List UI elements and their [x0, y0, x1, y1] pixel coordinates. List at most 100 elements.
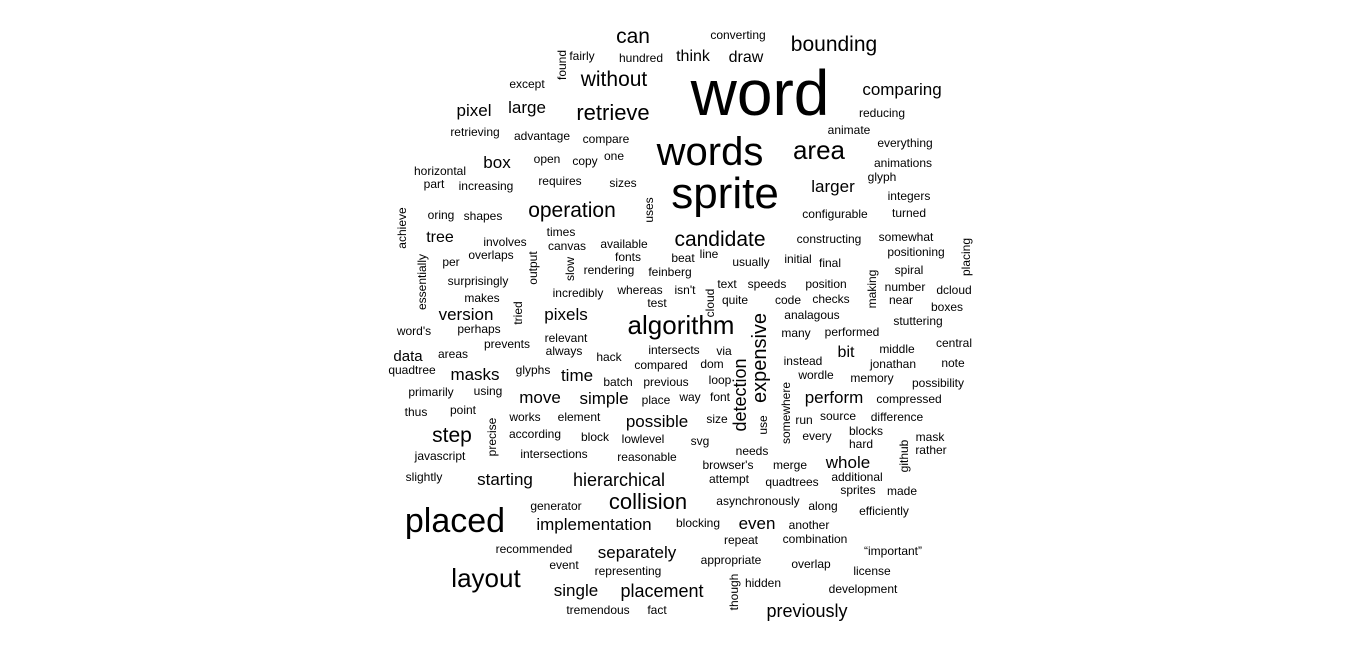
word-hidden: hidden [745, 576, 781, 590]
word-use: use [756, 415, 770, 435]
word-batch: batch [603, 375, 632, 389]
word-hack: hack [596, 350, 622, 364]
word-converting: converting [710, 28, 765, 42]
word-number: number [885, 280, 926, 294]
word-reducing: reducing [859, 106, 905, 120]
word-primarily: primarily [408, 385, 453, 399]
word-bit: bit [838, 344, 855, 361]
word-always: always [546, 344, 583, 358]
word-font: font [710, 390, 731, 404]
word-time: time [561, 366, 593, 385]
word-block: block [581, 430, 610, 444]
word-reasonable: reasonable [617, 450, 677, 464]
word-placing: placing [959, 238, 973, 276]
word-precise: precise [485, 417, 499, 456]
word-possibility: possibility [912, 376, 964, 390]
word-even: even [739, 514, 776, 533]
word-sprites: sprites [840, 483, 875, 497]
word-fonts: fonts [615, 250, 641, 264]
word-hierarchical: hierarchical [573, 470, 665, 490]
word-efficiently: efficiently [859, 504, 909, 518]
word-canvas: canvas [548, 239, 586, 253]
word-using: using [474, 384, 503, 398]
word-slightly: slightly [406, 470, 443, 484]
word-layout: layout [451, 563, 521, 593]
word-animate: animate [828, 123, 871, 137]
word-area: area [793, 135, 846, 165]
word-according: according [509, 427, 561, 441]
word-blocking: blocking [676, 516, 720, 530]
word-whereas: whereas [616, 283, 662, 297]
word-speeds: speeds [748, 277, 787, 291]
word-run: run [795, 413, 812, 427]
word-shapes: shapes [464, 209, 503, 223]
word-word: word [690, 57, 830, 129]
word-event: event [549, 558, 579, 572]
word-combination: combination [783, 532, 848, 546]
word-dom: dom [700, 357, 723, 371]
word-isn-t: isn't [675, 283, 697, 297]
word-previous: previous [643, 375, 688, 389]
word-pixel: pixel [457, 101, 492, 120]
word-point: point [450, 403, 477, 417]
word-integers: integers [888, 189, 931, 203]
word-feinberg: feinberg [648, 265, 691, 279]
word-making: making [865, 270, 879, 309]
word-quite: quite [722, 293, 748, 307]
word-position: position [805, 277, 846, 291]
word-tried: tried [511, 301, 525, 324]
word-lowlevel: lowlevel [622, 432, 665, 446]
word-near: near [889, 293, 913, 307]
word-element: element [558, 410, 601, 424]
word-involves: involves [483, 235, 526, 249]
word-compared: compared [634, 358, 687, 372]
word-can: can [616, 25, 650, 48]
word-middle: middle [879, 342, 915, 356]
word-recommended: recommended [496, 542, 573, 556]
word-candidate: candidate [674, 228, 765, 251]
word-open: open [534, 152, 561, 166]
word-placement: placement [620, 581, 703, 601]
word-copy: copy [572, 154, 597, 168]
word-cloud: cloud [703, 289, 717, 318]
word-simple: simple [579, 389, 628, 408]
word-data: data [393, 348, 423, 365]
word-text: text [717, 277, 737, 291]
word-rendering: rendering [584, 263, 635, 277]
word-everything: everything [877, 136, 932, 150]
word-sizes: sizes [609, 176, 636, 190]
word-license: license [853, 564, 891, 578]
word-requires: requires [538, 174, 581, 188]
word-version: version [439, 305, 494, 324]
word-rather: rather [915, 443, 946, 457]
word-tree: tree [426, 229, 454, 246]
word-attempt: attempt [709, 472, 750, 486]
word-words: words [656, 130, 764, 174]
word-per: per [442, 255, 459, 269]
word-compressed: compressed [876, 392, 941, 406]
word-retrieving: retrieving [450, 125, 499, 139]
word-thus: thus [405, 405, 428, 419]
word-place: place [642, 393, 671, 407]
word-code: code [775, 293, 801, 307]
word-larger: larger [811, 177, 855, 196]
word-note: note [941, 356, 965, 370]
word-instead: instead [784, 354, 823, 368]
word-output: output [526, 251, 540, 285]
word-browser-s: browser's [703, 458, 754, 472]
word-detection: detection [730, 358, 750, 431]
word-glyph: glyph [868, 170, 897, 184]
word-sprite: sprite [671, 169, 779, 218]
word-areas: areas [438, 347, 468, 361]
word-found: found [555, 50, 569, 80]
word-placed: placed [405, 502, 505, 540]
word-jonathan: jonathan [869, 357, 916, 371]
word-fact: fact [647, 603, 667, 617]
word-appropriate: appropriate [701, 553, 762, 567]
word-previously: previously [766, 601, 847, 621]
word-achieve: achieve [395, 207, 409, 249]
word-stuttering: stuttering [893, 314, 942, 328]
word-development: development [829, 582, 898, 596]
word-possible: possible [626, 412, 688, 431]
